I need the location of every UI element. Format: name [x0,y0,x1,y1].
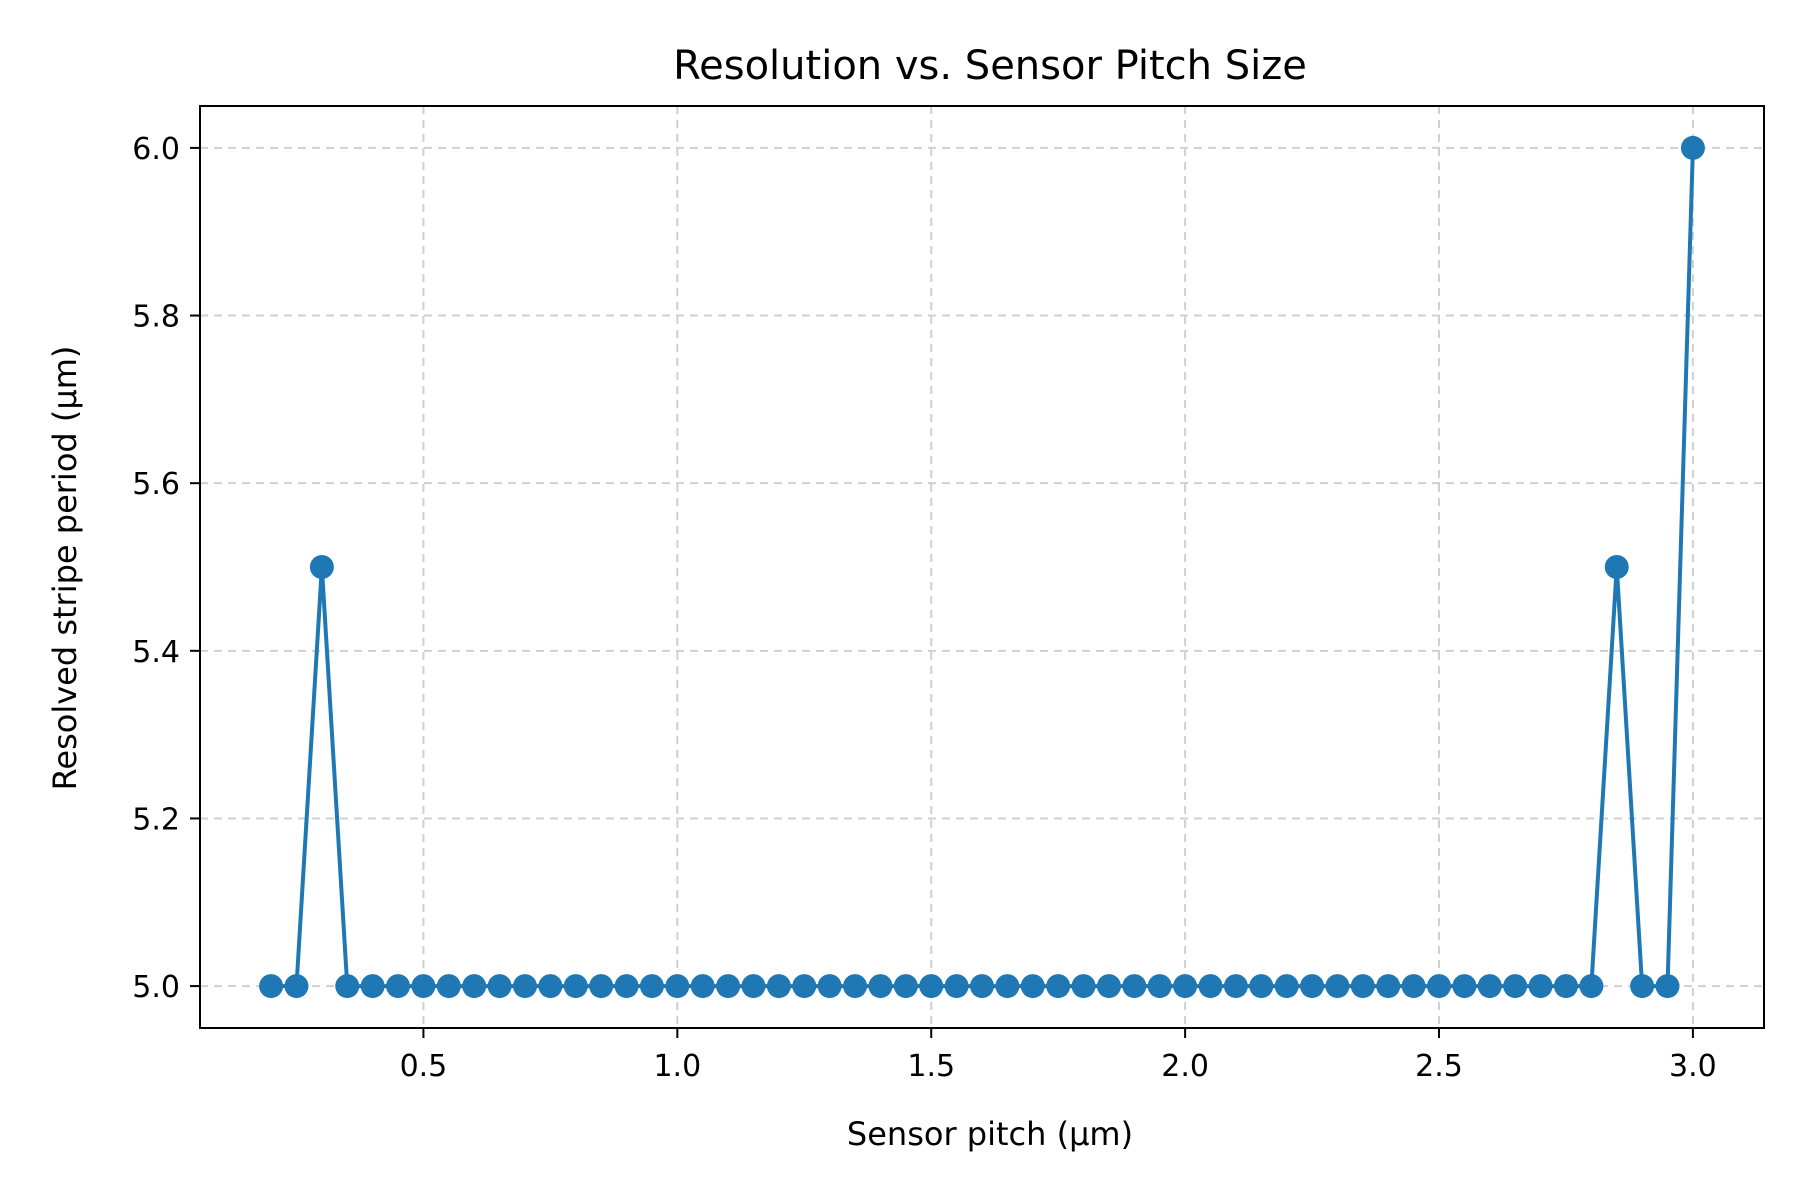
data-point-0-37 [1198,974,1223,999]
data-point-0-32 [1071,974,1096,999]
data-point-0-1 [284,974,309,999]
data-point-0-25 [893,974,918,999]
data-point-0-14 [614,974,639,999]
data-point-0-2 [309,555,334,579]
data-point-0-27 [944,974,969,999]
y-tick-label-4: 5.8 [132,300,180,335]
data-point-0-12 [563,974,588,999]
data-point-0-6 [411,974,436,999]
data-point-0-43 [1350,974,1375,999]
y-tick-label-5: 6.0 [132,132,180,167]
data-point-0-50 [1528,974,1553,999]
data-point-0-41 [1300,974,1325,999]
data-point-0-4 [360,974,385,999]
data-point-0-16 [665,974,690,999]
data-point-0-46 [1427,974,1452,999]
data-point-0-26 [919,974,944,999]
data-point-0-8 [462,974,487,999]
data-point-0-49 [1503,974,1528,999]
data-point-0-36 [1173,974,1198,999]
x-tick-label-1: 1.0 [653,1049,701,1084]
data-point-0-42 [1325,974,1350,999]
y-tick-label-3: 5.6 [132,467,180,502]
data-point-0-0 [259,974,284,999]
data-point-0-51 [1553,974,1578,999]
data-point-0-53 [1604,555,1629,579]
data-point-0-15 [639,974,664,999]
data-point-0-3 [335,974,360,999]
data-point-0-21 [792,974,817,999]
x-tick-label-0: 0.5 [400,1049,448,1084]
x-axis-label: Sensor pitch (µm) [847,1115,1133,1153]
data-point-0-24 [868,974,893,999]
data-point-0-11 [538,974,563,999]
data-point-0-35 [1147,974,1172,999]
plot-frame [199,105,1765,1029]
x-tick-label-3: 2.0 [1161,1049,1209,1084]
data-point-0-28 [970,974,994,999]
y-axis-label: Resolved stripe period (µm) [46,346,84,791]
data-point-0-31 [1046,974,1071,999]
data-point-0-10 [512,974,537,999]
data-point-0-19 [741,974,766,999]
data-point-0-34 [1122,974,1147,999]
data-point-0-29 [995,974,1020,999]
x-tick-label-2: 1.5 [907,1049,955,1084]
data-point-0-18 [716,974,741,999]
data-point-0-56 [1680,135,1705,160]
data-point-0-48 [1477,974,1502,999]
data-point-0-7 [436,974,461,999]
data-point-0-47 [1452,974,1477,999]
data-point-0-5 [386,974,411,999]
y-tick-label-1: 5.2 [132,802,180,837]
x-tick-label-5: 3.0 [1669,1049,1717,1084]
axis-layer: 0.5 1.0 1.5 2.0 2.5 3.0 5.0 5.2 5.4 5.6 5.8 6.0 [132,105,1765,1084]
chart-title: Resolution vs. Sensor Pitch Size [673,43,1307,89]
data-point-0-38 [1223,974,1248,999]
y-tick-label-2: 5.4 [132,635,180,670]
data-point-0-23 [843,974,868,999]
data-point-0-33 [1096,974,1121,999]
data-point-0-44 [1376,974,1401,999]
data-point-0-55 [1655,974,1680,999]
data-point-0-54 [1630,974,1655,999]
data-point-0-13 [589,974,614,999]
data-point-0-52 [1579,974,1604,999]
data-point-0-9 [487,974,512,999]
data-point-0-17 [690,974,715,999]
data-point-0-22 [817,974,842,999]
y-tick-label-0: 5.0 [132,970,180,1005]
data-point-0-30 [1020,974,1045,999]
data-point-0-39 [1249,974,1274,999]
series-layer [259,135,1705,999]
x-tick-label-4: 2.5 [1415,1049,1463,1084]
data-point-0-45 [1401,974,1426,999]
data-point-0-20 [766,974,791,999]
data-point-0-40 [1274,974,1299,999]
